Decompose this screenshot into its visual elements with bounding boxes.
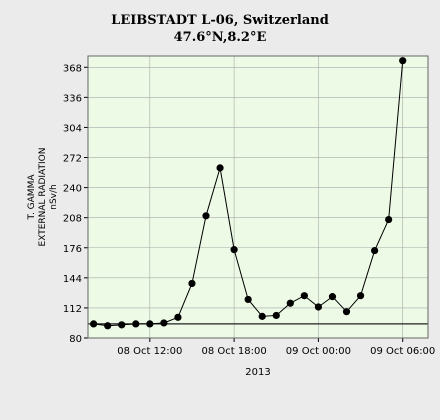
- data-point-7: [188, 279, 196, 288]
- data-point-20: [371, 246, 379, 255]
- y-axis-label: T. GAMMA EXTERNAL RADIATION nSv/h: [27, 148, 59, 247]
- data-point-11: [244, 295, 252, 304]
- grid-lines: [88, 56, 428, 339]
- data-point-5: [160, 319, 168, 327]
- data-point-0: [90, 320, 98, 328]
- y-tick-label-1: 112: [63, 304, 82, 315]
- data-point-9: [216, 164, 224, 172]
- data-point-4: [146, 320, 154, 328]
- data-point-8: [202, 212, 210, 220]
- y-tick-label-8: 336: [63, 93, 82, 104]
- x-tick-label-1: 08 Oct 18:00: [202, 346, 267, 357]
- y-tick-label-9: 368: [63, 63, 82, 74]
- data-point-6: [174, 313, 182, 321]
- series-points: [90, 57, 407, 330]
- y-tick-label-0: 80: [69, 334, 82, 345]
- y-axis-label-line-2: EXTERNAL RADIATION: [38, 148, 48, 247]
- data-point-15: [300, 292, 308, 300]
- chart-subtitle: 47.6°N,8.2°E: [174, 30, 267, 45]
- data-point-13: [272, 311, 280, 320]
- y-tick-labels: 80 112 144 176 208 240 272 304 336 368: [63, 63, 88, 345]
- data-point-22: [399, 57, 407, 65]
- x-axis-label: 2013: [245, 367, 270, 378]
- chart-title: LEIBSTADT L-06, Switzerland: [111, 13, 329, 28]
- y-tick-label-2: 144: [63, 274, 82, 285]
- data-point-2: [118, 321, 126, 329]
- x-tick-labels: 08 Oct 12:00 08 Oct 18:00 09 Oct 00:00 09 O…: [117, 338, 435, 357]
- data-point-1: [104, 322, 112, 330]
- data-point-14: [286, 299, 294, 307]
- data-point-19: [356, 292, 365, 300]
- x-tick-label-2: 09 Oct 00:00: [286, 346, 351, 357]
- y-tick-label-7: 304: [63, 123, 82, 134]
- plot-border: [87, 55, 429, 339]
- x-tick-label-0: 08 Oct 12:00: [117, 346, 182, 357]
- data-point-17: [328, 293, 337, 301]
- data-point-21: [385, 215, 393, 224]
- plot-area: [88, 56, 428, 338]
- y-axis-label-line-3: nSv/h: [49, 184, 59, 209]
- y-tick-label-3: 176: [63, 244, 82, 255]
- x-tick-label-3: 09 Oct 06:00: [370, 346, 435, 357]
- y-tick-label-6: 272: [63, 154, 82, 165]
- y-tick-label-4: 208: [63, 214, 82, 225]
- data-point-10: [230, 246, 238, 254]
- data-point-12: [258, 312, 266, 320]
- y-axis-label-line-1: T. GAMMA: [27, 174, 37, 221]
- y-tick-label-5: 240: [63, 184, 82, 195]
- data-point-16: [314, 303, 323, 311]
- data-point-18: [342, 308, 351, 316]
- data-point-3: [132, 320, 140, 328]
